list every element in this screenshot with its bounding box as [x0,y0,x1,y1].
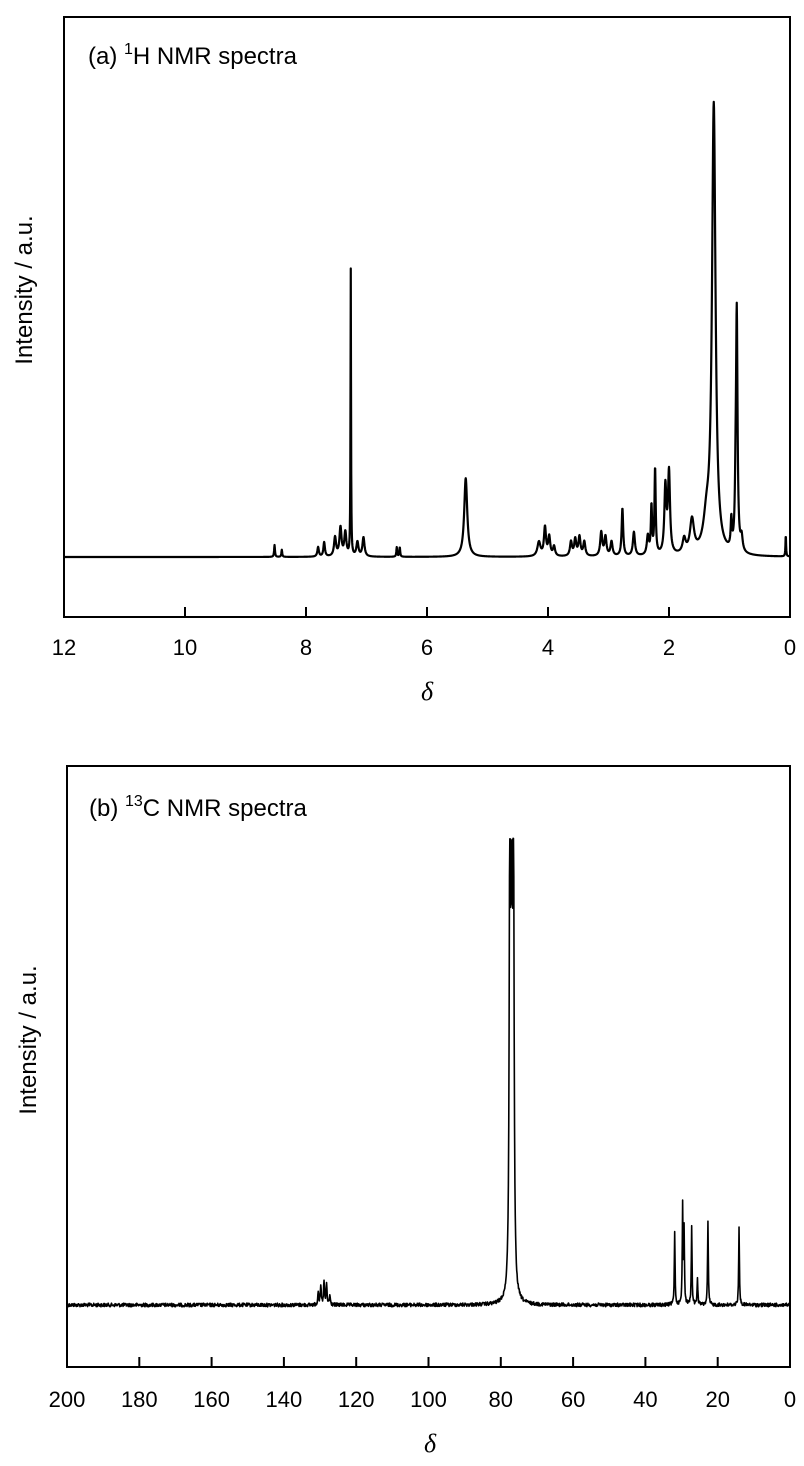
x-tick-label: 20 [705,1387,729,1412]
x-tick-label: 180 [121,1387,158,1412]
x-axis-ticks: 200 180 160 140 120 100 80 60 40 20 0 [49,1357,796,1412]
x-tick-label: 120 [338,1387,375,1412]
x-tick-label: 12 [52,635,76,660]
panel-label-main: C NMR spectra [143,795,308,822]
y-axis-title: Intensity / a.u. [11,215,38,364]
x-axis-title: δ [421,677,434,706]
x-tick-label: 0 [784,635,796,660]
x-axis-title: δ [424,1429,437,1458]
panel-label-prefix: (a) [88,43,124,70]
x-tick-label: 200 [49,1387,86,1412]
x-tick-label: 40 [633,1387,657,1412]
panel-title: (a) 1H NMR spectra [88,41,298,70]
x-tick-label: 160 [193,1387,230,1412]
x-tick-label: 2 [663,635,675,660]
c13-spectrum-line [66,837,791,1308]
x-tick-label: 10 [173,635,197,660]
x-tick-label: 80 [489,1387,513,1412]
panel-label-main: H NMR spectra [133,43,298,70]
x-tick-label: 100 [410,1387,447,1412]
x-tick-label: 6 [421,635,433,660]
panel-label-superscript: 13 [125,793,143,810]
panel-label-superscript: 1 [124,41,133,58]
y-axis-title: Intensity / a.u. [15,965,42,1114]
x-tick-label: 0 [784,1387,796,1412]
x-tick-label: 4 [542,635,554,660]
h1-spectrum-line [63,100,791,559]
plot-frame [63,16,791,618]
panel-title: (b) 13C NMR spectra [89,793,307,822]
x-axis-ticks: 12 10 8 6 4 2 0 [52,607,796,660]
panel-label-prefix: (b) [89,795,125,822]
x-tick-label: 140 [266,1387,303,1412]
h1-nmr-panel: (a) 1H NMR spectra Intensity / a.u. δ 12… [11,16,796,706]
x-tick-label: 60 [561,1387,585,1412]
c13-nmr-panel: (b) 13C NMR spectra Intensity / a.u. δ 2… [15,765,796,1458]
x-tick-label: 8 [300,635,312,660]
